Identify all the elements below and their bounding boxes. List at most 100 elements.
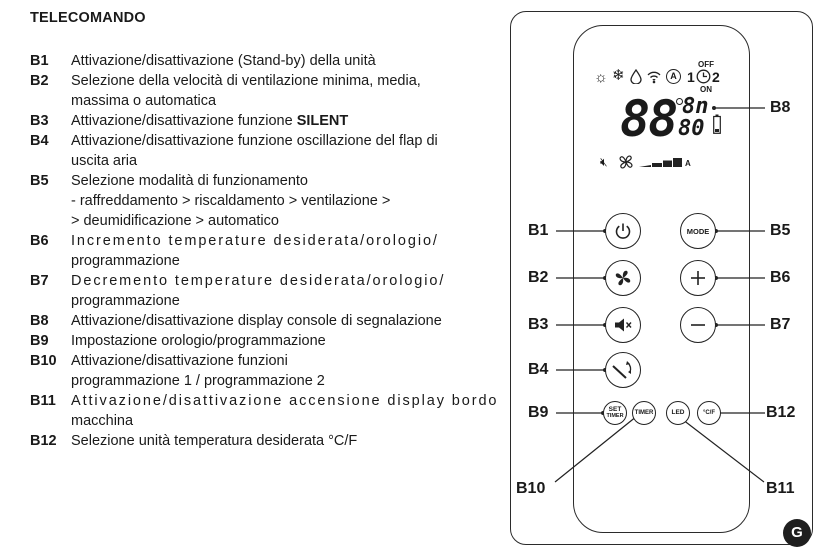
small-digits-top: 8n bbox=[682, 94, 709, 119]
legend-description: Attivazione/disattivazione funzioni progr… bbox=[71, 351, 500, 391]
callout-b7: B7 bbox=[770, 316, 791, 333]
legend-row: B3 Attivazione/disattivazione funzione SI… bbox=[30, 111, 500, 131]
legend-line: Impostazione orologio/programmazione bbox=[71, 333, 326, 349]
callout-b9: B9 bbox=[528, 404, 549, 421]
timer-one-label: 1 bbox=[687, 69, 695, 85]
legend-description: Selezione unità temperatura desiderata °… bbox=[71, 431, 500, 451]
minus-icon bbox=[691, 324, 705, 326]
legend-code: B2 bbox=[30, 73, 49, 89]
degree-icon bbox=[676, 98, 683, 105]
legend-line: Attivazione/disattivazione funzione osci… bbox=[71, 133, 438, 149]
legend-code: B9 bbox=[30, 333, 49, 349]
legend-row: B11 Attivazione/disattivazione accensione… bbox=[30, 391, 500, 431]
legend-description: Incremento temperature desiderata/orolog… bbox=[71, 231, 500, 271]
power-icon bbox=[615, 223, 631, 239]
swing-flap-icon bbox=[612, 361, 632, 379]
line-b10 bbox=[554, 415, 638, 483]
legend-line: Incremento temperature desiderata/orolog… bbox=[71, 233, 439, 249]
timer-sub-label: TIMER bbox=[606, 413, 624, 419]
clock-icon bbox=[696, 69, 711, 84]
legend-description: Attivazione/disattivazione (Stand-by) de… bbox=[71, 51, 500, 71]
legend-text: Attivazione/disattivazione funzione bbox=[71, 113, 297, 129]
legend-row: B12 Selezione unità temperatura desiderat… bbox=[30, 431, 500, 451]
fan-speed-bars bbox=[639, 158, 682, 167]
led-button[interactable]: LED bbox=[666, 401, 690, 425]
callout-b4: B4 bbox=[528, 361, 549, 378]
mute-icon: 🔇︎ bbox=[600, 155, 608, 169]
auto-mode-icon: A bbox=[666, 69, 681, 84]
battery-icon bbox=[713, 114, 721, 134]
legend-line: macchina bbox=[71, 413, 134, 429]
silent-button[interactable] bbox=[605, 307, 641, 343]
set-label: SET bbox=[608, 405, 622, 413]
legend-line: programmazione bbox=[71, 293, 180, 309]
legend-code: B4 bbox=[30, 133, 49, 149]
legend-description: Attivazione/disattivazione funzione SILE… bbox=[71, 111, 500, 131]
small-digits-bottom: 80 bbox=[678, 116, 705, 141]
legend-row: B6 Incremento temperature desiderata/orol… bbox=[30, 231, 500, 271]
swing-flap-button[interactable] bbox=[605, 352, 641, 388]
legend-description: Impostazione orologio/programmazione bbox=[71, 331, 500, 351]
legend-emphasis: SILENT bbox=[296, 113, 349, 129]
wifi-icon bbox=[647, 71, 661, 84]
legend-line: Selezione della velocità di ventilazione… bbox=[71, 73, 421, 89]
legend-row: B2 Selezione della velocità di ventilazio… bbox=[30, 71, 500, 111]
temp-unit-label: °C/F bbox=[702, 409, 716, 416]
legend-line: programmazione 1 / programmazione 2 bbox=[71, 373, 325, 389]
legend-description: Attivazione/disattivazione accensione di… bbox=[71, 391, 500, 431]
page-heading: TELECOMANDO bbox=[30, 10, 146, 26]
sun-icon: ☼ bbox=[594, 69, 608, 86]
legend-description: Decremento temperature desiderata/orolog… bbox=[71, 271, 500, 311]
legend-code: B6 bbox=[30, 233, 49, 249]
timer-button[interactable]: TIMER bbox=[632, 401, 656, 425]
line-b11 bbox=[677, 415, 765, 483]
legend-line: Attivazione/disattivazione accensione di… bbox=[71, 393, 499, 409]
legend-code: B8 bbox=[30, 313, 49, 329]
set-timer-label: SET TIMER bbox=[606, 405, 624, 420]
legend-code: B3 bbox=[30, 113, 49, 129]
timer-button-label: TIMER bbox=[634, 409, 654, 416]
temperature-digits: 88 bbox=[620, 90, 678, 148]
legend-code: B12 bbox=[30, 433, 57, 449]
legend-row: B8 Attivazione/disattivazione display con… bbox=[30, 311, 500, 331]
legend-line: massima o automatica bbox=[71, 93, 217, 109]
legend-row: B1 Attivazione/disattivazione (Stand-by) … bbox=[30, 51, 500, 71]
legend-code: B5 bbox=[30, 173, 49, 189]
legend-description: Attivazione/disattivazione funzione osci… bbox=[71, 131, 500, 171]
callout-b8: B8 bbox=[770, 99, 791, 116]
set-timer-button[interactable]: SET TIMER bbox=[603, 401, 627, 425]
legend-line: Attivazione/disattivazione (Stand-by) de… bbox=[71, 53, 376, 69]
legend-code: B11 bbox=[30, 393, 56, 409]
legend-line: Selezione unità temperatura desiderata °… bbox=[71, 433, 358, 449]
legend-row: B7 Decremento temperature desiderata/orol… bbox=[30, 271, 500, 311]
legend-code: B1 bbox=[30, 53, 49, 69]
legend-description: Selezione della velocità di ventilazione… bbox=[71, 71, 500, 111]
droplet-icon bbox=[630, 69, 642, 84]
legend-line: uscita aria bbox=[71, 153, 138, 169]
plus-icon bbox=[691, 271, 705, 285]
increase-button[interactable] bbox=[680, 260, 716, 296]
legend-line: > deumidificazione > automatico bbox=[71, 213, 279, 229]
legend-line: Attivazione/disattivazione display conso… bbox=[71, 313, 442, 329]
legend-line: - raffreddamento > riscaldamento > venti… bbox=[71, 193, 391, 209]
legend-code: B10 bbox=[30, 353, 57, 369]
snowflake-icon: ❄ bbox=[612, 67, 625, 84]
button-legend: B1 Attivazione/disattivazione (Stand-by) … bbox=[30, 51, 500, 451]
legend-row: B5 Selezione modalità di funzionamento - r… bbox=[30, 171, 500, 231]
legend-description: Attivazione/disattivazione display conso… bbox=[71, 311, 500, 331]
mode-button-label: MODE bbox=[686, 226, 710, 236]
mode-button[interactable]: MODE bbox=[680, 213, 716, 249]
callout-b10: B10 bbox=[516, 480, 546, 497]
callout-b3: B3 bbox=[528, 316, 549, 333]
fan-auto-label: A bbox=[685, 159, 691, 168]
callout-b5: B5 bbox=[770, 222, 791, 239]
decrease-button[interactable] bbox=[680, 307, 716, 343]
temp-unit-button[interactable]: °C/F bbox=[697, 401, 721, 425]
callout-b12: B12 bbox=[766, 404, 796, 421]
led-button-label: LED bbox=[671, 408, 685, 416]
fan-speed-button[interactable] bbox=[605, 260, 641, 296]
remote-control-body bbox=[573, 25, 750, 533]
timer-two-label: 2 bbox=[712, 69, 720, 85]
legend-line: Selezione modalità di funzionamento bbox=[71, 173, 308, 189]
power-button[interactable] bbox=[605, 213, 641, 249]
